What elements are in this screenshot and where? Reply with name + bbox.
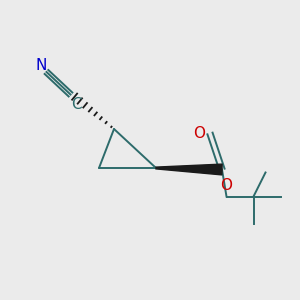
Polygon shape: [156, 164, 222, 175]
Text: N: N: [35, 58, 47, 74]
Text: C: C: [71, 97, 82, 112]
Text: O: O: [220, 178, 232, 193]
Text: O: O: [194, 126, 206, 141]
